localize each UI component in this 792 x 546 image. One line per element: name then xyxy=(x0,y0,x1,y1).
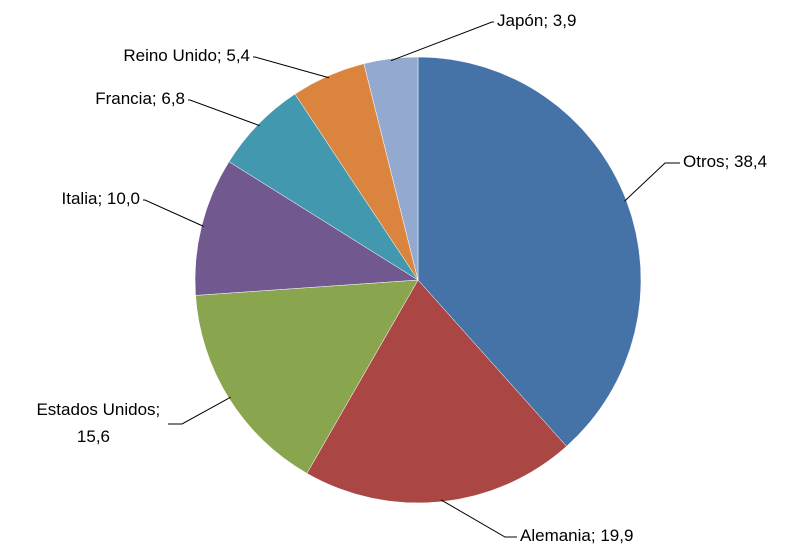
label-category: Italia xyxy=(62,189,98,208)
label-separator: ; xyxy=(543,11,552,30)
label-separator: ; xyxy=(725,152,734,171)
label-category: Otros xyxy=(683,152,725,171)
pie-slice xyxy=(363,56,419,281)
label-value: 10,0 xyxy=(107,189,140,208)
label-value: 6,8 xyxy=(161,89,185,108)
leader-line xyxy=(440,499,517,538)
label-value: 38,4 xyxy=(734,152,767,171)
label-separator: ; xyxy=(97,189,106,208)
label-category: Japón xyxy=(497,11,543,30)
label-separator: ; xyxy=(217,46,226,65)
leader-line xyxy=(390,21,494,62)
label-category: Reino Unido xyxy=(123,46,217,65)
label-category: Alemania xyxy=(520,526,591,545)
data-label: Alemania; 19,9 xyxy=(520,526,633,545)
pie-slice xyxy=(417,56,642,447)
leader-line xyxy=(143,199,204,227)
leader-line xyxy=(168,396,231,425)
data-label: Italia; 10,0 xyxy=(62,189,140,208)
label-category: Francia xyxy=(95,89,152,108)
label-category: Estados Unidos xyxy=(36,400,155,419)
leader-line xyxy=(188,99,260,127)
pie-slice xyxy=(306,279,567,504)
label-separator: ; xyxy=(152,89,161,108)
data-label: Reino Unido; 5,4 xyxy=(123,46,250,65)
label-value: 3,9 xyxy=(553,11,577,30)
data-label: Estados Unidos; 15,6 xyxy=(36,400,165,446)
label-value: 5,4 xyxy=(226,46,250,65)
leader-line xyxy=(624,162,680,202)
leader-line xyxy=(253,56,330,79)
label-separator: ; xyxy=(591,526,600,545)
label-separator: ; xyxy=(156,400,165,419)
data-label: Japón; 3,9 xyxy=(497,11,576,30)
label-value: 15,6 xyxy=(77,427,110,446)
data-label: Francia; 6,8 xyxy=(95,89,185,108)
label-value: 19,9 xyxy=(600,526,633,545)
data-label: Otros; 38,4 xyxy=(683,152,767,171)
